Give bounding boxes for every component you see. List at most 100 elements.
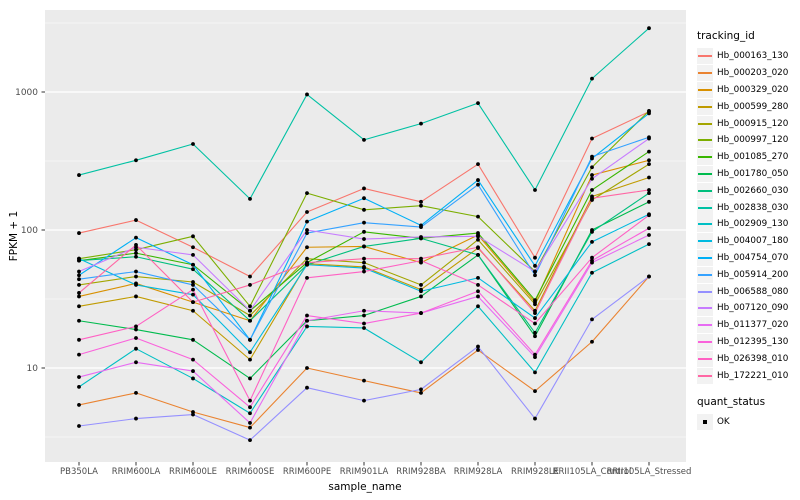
legend-item: Hb_002660_030: [697, 182, 797, 199]
plot-panel: [45, 10, 686, 462]
gridlines: [45, 22, 686, 438]
legend-label-ok: OK: [717, 417, 730, 428]
legend-title-quant-status: quant_status: [697, 395, 766, 408]
y-axis-title: FPKM + 1: [8, 210, 20, 262]
legend-line-icon: [698, 189, 712, 192]
legend-label: Hb_000915_120: [717, 118, 789, 129]
y-tick-label: 10: [26, 363, 38, 374]
x-tick-label: RRIM928BA: [396, 467, 446, 477]
legend-key-swatch: [697, 115, 713, 132]
legend-label: Hb_012395_130: [717, 336, 789, 347]
x-axis-title: sample_name: [328, 481, 402, 493]
legend-item: Hb_000329_020: [697, 81, 797, 99]
legend-title-tracking-id: tracking_id: [697, 30, 755, 42]
legend-key-swatch: [697, 65, 713, 82]
legend-label: Hb_000163_130: [717, 51, 789, 62]
x-tick-label: RRII105LA_Control: [552, 467, 632, 477]
legend-key-swatch: [697, 317, 713, 334]
legend-item: Hb_000915_120: [697, 115, 797, 132]
legend-item: Hb_004007_180: [697, 233, 797, 250]
x-tick-label: RRIM600LE: [169, 467, 217, 477]
legend-item: Hb_006588_080: [697, 283, 797, 300]
legend-key-swatch: [697, 149, 713, 166]
data-points: [77, 26, 651, 443]
legend-line-icon: [698, 122, 712, 125]
legend-key-swatch: [697, 283, 713, 300]
legend-line-icon: [698, 139, 712, 142]
x-tick-label: RRIM928LE: [511, 467, 559, 477]
legend-key-swatch: [697, 266, 713, 283]
legend-key-swatch: [697, 249, 713, 266]
legend-label: Hb_004007_180: [717, 236, 789, 247]
legend-label: Hb_002838_030: [717, 202, 789, 213]
legend-line-icon: [698, 324, 712, 327]
legend-key-swatch: [697, 333, 713, 350]
legend-line-icon: [698, 72, 712, 75]
legend-label: Hb_026398_010: [717, 353, 789, 364]
legend-item-ok: OK: [697, 414, 797, 431]
legend-line-icon: [698, 273, 712, 276]
legend-line-icon: [698, 55, 712, 58]
x-tick-label: RRII105LA_Stressed: [606, 467, 692, 477]
legend-key-swatch: [697, 48, 713, 65]
legend-line-icon: [698, 105, 712, 108]
legend-key-swatch: [697, 132, 713, 149]
legend-label: Hb_006588_080: [717, 286, 789, 297]
x-tick-label: RRIM901LA: [339, 467, 389, 477]
legend-label: Hb_002909_130: [717, 219, 789, 230]
legend-line-icon: [698, 223, 712, 226]
legend-line-icon: [698, 340, 712, 343]
legend-tracking-items: Hb_000163_130 Hb_000203_020 Hb_000329_020 H…: [697, 48, 797, 384]
legend-line-icon: [698, 88, 712, 91]
legend-label: Hb_002660_030: [717, 185, 789, 196]
legend-key-swatch: [697, 81, 713, 98]
legend-label: Hb_000329_020: [717, 84, 789, 95]
legend-item: Hb_000203_020: [697, 65, 797, 82]
legend-line-icon: [698, 290, 712, 293]
legend-item: Hb_002838_030: [697, 199, 797, 216]
legend-key-swatch: [697, 182, 713, 199]
legend-label: Hb_004754_070: [717, 252, 789, 263]
legend-item: Hb_000599_280: [697, 98, 797, 115]
legend-key-swatch: [697, 233, 713, 250]
legend-item: Hb_011377_020: [697, 317, 797, 334]
legend-item: Hb_001780_050: [697, 165, 797, 183]
ok-point-marker-key: [697, 414, 713, 431]
legend-label: Hb_005914_200: [717, 269, 789, 280]
legend-item: Hb_000163_130: [697, 48, 797, 65]
legend-key-swatch: [697, 165, 713, 182]
y-tick-label: 100: [20, 225, 38, 236]
legend-item: Hb_004754_070: [697, 249, 797, 267]
x-tick-label: PB350LA: [60, 467, 98, 477]
legend-label: Hb_172221_010: [717, 370, 789, 381]
legend-item: Hb_002909_130: [697, 216, 797, 233]
legend-label: Hb_007120_090: [717, 303, 789, 314]
legend-line-icon: [698, 357, 712, 360]
legend-line-icon: [698, 156, 712, 159]
legend-label: Hb_000599_280: [717, 101, 789, 112]
legend-item: Hb_000997_120: [697, 132, 797, 149]
legend-label: Hb_001085_270: [717, 152, 789, 163]
legend-line-icon: [698, 206, 712, 209]
legend-line-icon: [698, 240, 712, 243]
legend-key-swatch: [697, 300, 713, 317]
legend-item: Hb_007120_090: [697, 300, 797, 317]
legend-label: Hb_000997_120: [717, 135, 789, 146]
legend-item: Hb_172221_010: [697, 367, 797, 384]
legend-key-swatch: [697, 350, 713, 367]
legend-key-swatch: [697, 199, 713, 216]
y-tick-label: 1000: [15, 87, 38, 98]
x-tick-label: RRIM600PE: [282, 467, 332, 477]
legend-item: Hb_005914_200: [697, 266, 797, 283]
legend-label: Hb_011377_020: [717, 320, 789, 331]
square-point-icon: [703, 420, 707, 425]
legend-key-swatch: [697, 98, 713, 115]
x-tick-label: RRIM928LA: [453, 467, 503, 477]
legend-label: Hb_000203_020: [717, 68, 789, 79]
legend-item: Hb_012395_130: [697, 333, 797, 351]
x-tick-label: RRIM600SE: [225, 467, 275, 477]
axis-tick-marks: [41, 91, 650, 466]
legend: tracking_id Hb_000163_130 Hb_000203_020 Hb…: [697, 30, 797, 431]
